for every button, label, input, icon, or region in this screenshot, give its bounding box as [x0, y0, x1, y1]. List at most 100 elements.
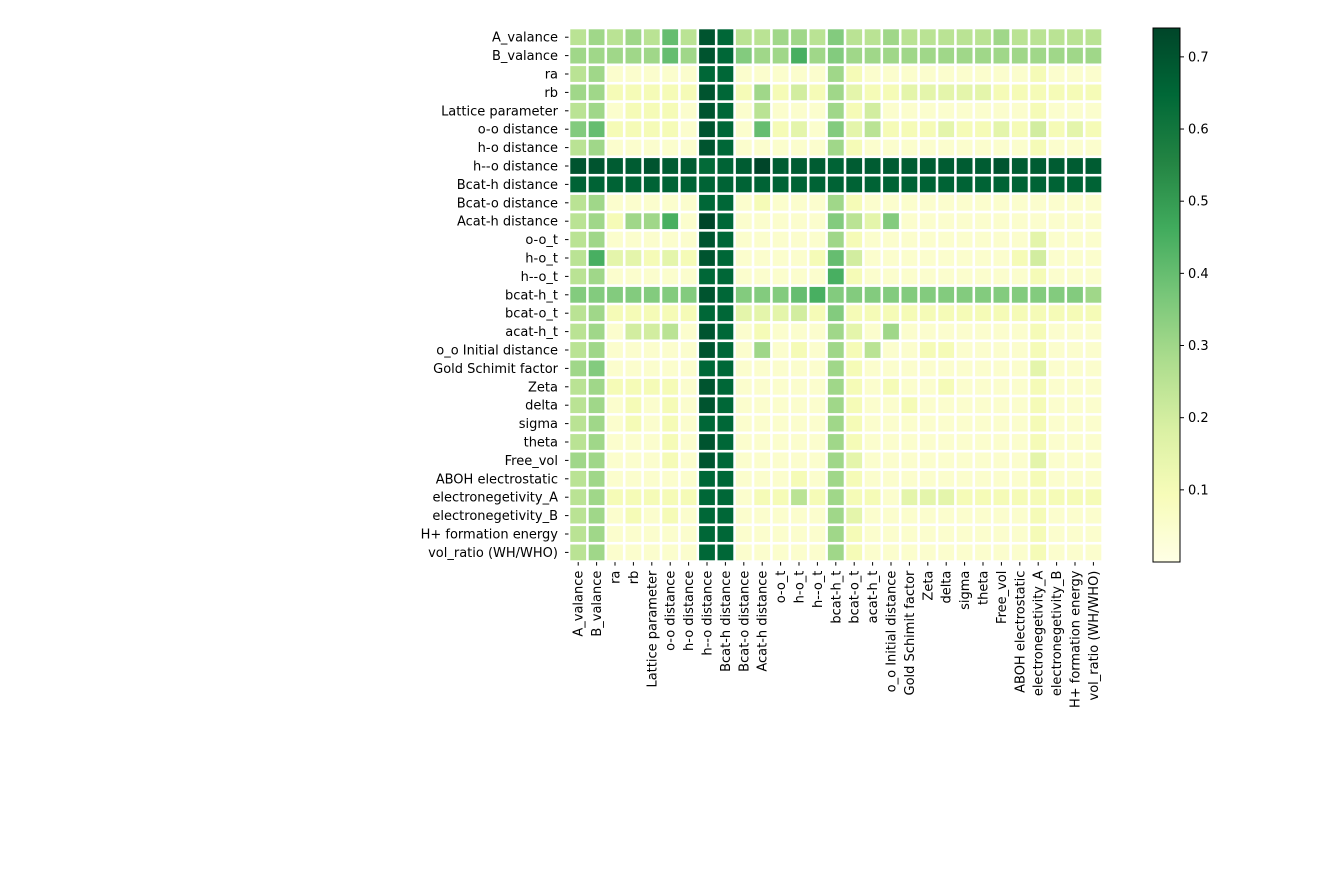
- heatmap-cell: [643, 194, 660, 211]
- heatmap-cell: [791, 194, 807, 211]
- heatmap-cell: [938, 268, 955, 285]
- heatmap-cell: [864, 268, 881, 285]
- heatmap-cell: [809, 544, 826, 561]
- heatmap-cell: [772, 305, 789, 322]
- heatmap-cell: [938, 47, 955, 64]
- heatmap-cell: [699, 489, 715, 506]
- heatmap-cell: [901, 360, 918, 377]
- heatmap-cell: [717, 342, 734, 358]
- heatmap-cell: [956, 158, 973, 174]
- heatmap-cell: [662, 342, 679, 358]
- heatmap-cell: [772, 452, 789, 469]
- y-tick-label: electronegetivity_A: [432, 491, 558, 506]
- heatmap-cell: [791, 213, 807, 230]
- heatmap-cell: [735, 526, 752, 542]
- heatmap-cell: [772, 470, 789, 487]
- heatmap-cell: [901, 139, 918, 156]
- heatmap-cell: [754, 452, 771, 469]
- heatmap-cell: [883, 415, 899, 432]
- heatmap-cell: [699, 526, 715, 542]
- heatmap-cell: [570, 250, 587, 266]
- heatmap-cell: [625, 213, 642, 230]
- heatmap-cell: [1030, 84, 1047, 101]
- heatmap-cell: [754, 470, 771, 487]
- heatmap-cell: [607, 194, 623, 211]
- heatmap-cell: [975, 29, 991, 46]
- heatmap-cell: [754, 415, 771, 432]
- x-tick-label: bcat-h_t: [829, 571, 844, 624]
- heatmap-cell: [735, 544, 752, 561]
- heatmap-cell: [809, 139, 826, 156]
- colorbar-tick-label: 0.2: [1188, 411, 1209, 426]
- heatmap-cell: [975, 176, 991, 193]
- heatmap-cell: [607, 305, 623, 322]
- heatmap-cell: [1030, 66, 1047, 82]
- heatmap-cell: [699, 47, 715, 64]
- heatmap-cell: [827, 29, 844, 46]
- heatmap-cell: [754, 397, 771, 414]
- heatmap-cell: [662, 415, 679, 432]
- heatmap-cell: [680, 268, 697, 285]
- heatmap-cell: [717, 158, 734, 174]
- heatmap-cell: [1067, 250, 1083, 266]
- heatmap-cell: [975, 434, 991, 450]
- heatmap-cell: [717, 470, 734, 487]
- heatmap-cell: [901, 194, 918, 211]
- heatmap-cell: [662, 305, 679, 322]
- heatmap-cell: [993, 397, 1010, 414]
- heatmap-cell: [588, 102, 605, 119]
- heatmap-cell: [570, 452, 587, 469]
- heatmap-cell: [1011, 378, 1028, 395]
- heatmap-cell: [883, 268, 899, 285]
- heatmap-cell: [938, 176, 955, 193]
- heatmap-cell: [883, 397, 899, 414]
- heatmap-cell: [1011, 544, 1028, 561]
- y-tick-label: h--o_t: [521, 270, 558, 285]
- heatmap-cell: [735, 139, 752, 156]
- heatmap-cell: [975, 342, 991, 358]
- heatmap-cell: [588, 360, 605, 377]
- heatmap-cell: [956, 415, 973, 432]
- heatmap-cell: [827, 415, 844, 432]
- heatmap-cell: [754, 158, 771, 174]
- heatmap-cell: [717, 176, 734, 193]
- heatmap-cell: [607, 378, 623, 395]
- heatmap-cell: [588, 544, 605, 561]
- heatmap-cell: [1067, 47, 1083, 64]
- heatmap-cell: [864, 378, 881, 395]
- heatmap-cell: [643, 470, 660, 487]
- heatmap-cell: [1048, 526, 1065, 542]
- heatmap-cell: [625, 29, 642, 46]
- heatmap-cell: [956, 176, 973, 193]
- heatmap-cell: [717, 507, 734, 524]
- heatmap-cell: [846, 194, 863, 211]
- heatmap-cell: [607, 29, 623, 46]
- heatmap-cell: [993, 544, 1010, 561]
- heatmap-cell: [680, 66, 697, 82]
- heatmap-cell: [1048, 66, 1065, 82]
- heatmap-cell: [588, 231, 605, 248]
- heatmap-cell: [643, 305, 660, 322]
- heatmap-cell: [1030, 139, 1047, 156]
- heatmap-cell: [754, 434, 771, 450]
- x-tick-label: H+ formation energy: [1069, 570, 1084, 708]
- heatmap-cell: [846, 544, 863, 561]
- heatmap-cell: [938, 526, 955, 542]
- heatmap-cell: [993, 139, 1010, 156]
- heatmap-cell: [1085, 415, 1102, 432]
- heatmap-cell: [883, 139, 899, 156]
- y-tick-label: Bcat-o distance: [457, 196, 558, 211]
- heatmap-cell: [1030, 434, 1047, 450]
- heatmap-cell: [680, 323, 697, 340]
- heatmap-cell: [680, 231, 697, 248]
- heatmap-cell: [864, 176, 881, 193]
- heatmap-cell: [1030, 176, 1047, 193]
- heatmap-cell: [901, 158, 918, 174]
- heatmap-cell: [588, 452, 605, 469]
- heatmap-cell: [1067, 305, 1083, 322]
- heatmap-cell: [956, 102, 973, 119]
- heatmap-cell: [791, 378, 807, 395]
- heatmap-cell: [901, 452, 918, 469]
- heatmap-cell: [1030, 213, 1047, 230]
- heatmap-cell: [883, 47, 899, 64]
